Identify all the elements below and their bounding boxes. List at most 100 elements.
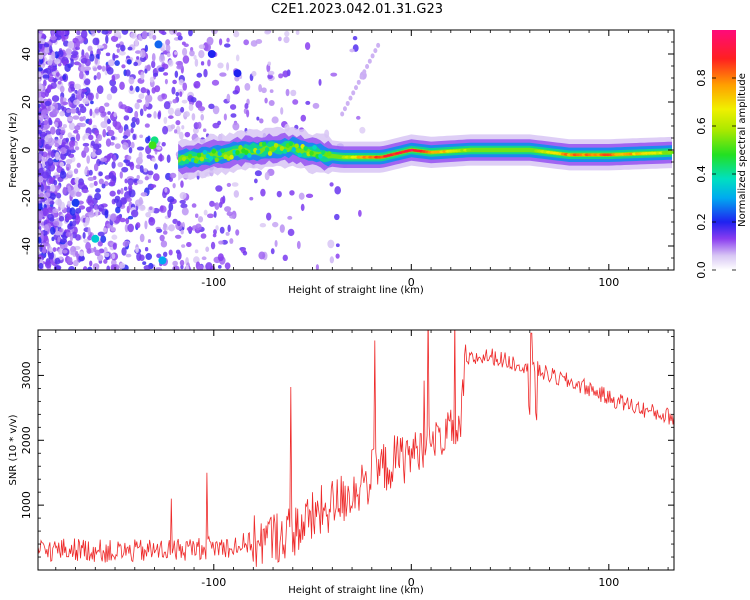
- noise-speck: [191, 113, 196, 121]
- signal-hotspot: [181, 156, 187, 162]
- x-tick-label: 100: [598, 576, 619, 589]
- noise-speck: [195, 80, 200, 87]
- noise-speck: [151, 87, 156, 94]
- noise-streak: [354, 85, 358, 91]
- noise-speck: [51, 30, 55, 36]
- noise-speck: [213, 210, 217, 218]
- noise-speck: [168, 224, 175, 232]
- noise-speck: [161, 93, 168, 100]
- noise-speck: [153, 111, 157, 119]
- noise-speck: [119, 44, 126, 52]
- noise-speck: [38, 163, 41, 170]
- noise-speck: [259, 222, 267, 228]
- noise-speck: [225, 231, 230, 236]
- noise-speck: [295, 30, 300, 35]
- noise-speck: [57, 80, 62, 85]
- noise-speck: [82, 217, 86, 223]
- noise-speck: [89, 108, 93, 117]
- noise-speck: [290, 89, 297, 97]
- noise-speck: [69, 220, 73, 227]
- noise-speck: [110, 226, 116, 232]
- noise-speck: [183, 111, 190, 118]
- noise-speck: [53, 264, 62, 270]
- noise-speck: [47, 59, 53, 66]
- noise-speck: [114, 60, 120, 66]
- noise-speck: [130, 121, 136, 129]
- noise-speck: [43, 43, 50, 48]
- noise-streak: [365, 63, 370, 69]
- signal-hotspot: [196, 152, 202, 158]
- noise-speck: [40, 184, 44, 192]
- noise-speck: [105, 138, 112, 147]
- noise-speck: [188, 30, 193, 37]
- noise-speck: [335, 253, 340, 259]
- noise-speck: [135, 50, 142, 54]
- noise-speck: [126, 197, 132, 202]
- noise-speck: [224, 206, 232, 212]
- noise-speck: [334, 213, 340, 221]
- noise-speck: [312, 102, 320, 109]
- noise-speck: [82, 231, 86, 239]
- noise-speck: [170, 124, 176, 130]
- noise-speck: [76, 162, 81, 168]
- noise-streak: [340, 111, 345, 117]
- noise-speck: [38, 249, 41, 255]
- noise-speck: [283, 36, 290, 44]
- noise-speck: [107, 59, 115, 67]
- noise-speck: [264, 30, 271, 35]
- noise-speck: [128, 189, 136, 198]
- noise-speck: [38, 30, 44, 34]
- noise-speck: [54, 257, 61, 265]
- noise-speck: [206, 36, 214, 46]
- noise-speck: [163, 251, 168, 258]
- noise-speck: [215, 225, 219, 231]
- noise-speck: [93, 204, 98, 211]
- noise-speck: [94, 192, 102, 201]
- noise-speck: [80, 30, 88, 39]
- noise-speck: [305, 100, 311, 105]
- noise-speck: [67, 170, 73, 175]
- noise-speck: [264, 171, 270, 181]
- noise-speck: [258, 251, 266, 260]
- noise-speck: [226, 211, 233, 217]
- noise-speck: [97, 231, 105, 237]
- noise-speck: [107, 129, 115, 137]
- noise-speck: [151, 60, 156, 69]
- noise-speck: [217, 265, 222, 269]
- noise-speck: [38, 103, 41, 109]
- noise-speck: [113, 30, 121, 38]
- signal-hotspot: [256, 149, 261, 155]
- noise-speck: [38, 96, 44, 103]
- snr-x-axis-label: Height of straight line (km): [288, 585, 424, 596]
- noise-speck: [82, 98, 90, 105]
- noise-speck: [85, 216, 90, 226]
- noise-speck: [51, 185, 56, 192]
- noise-speck: [202, 128, 207, 133]
- noise-speck: [95, 53, 100, 59]
- noise-streak: [370, 53, 375, 59]
- noise-speck: [203, 68, 208, 78]
- noise-speck: [95, 92, 99, 100]
- signal-hotspot: [208, 155, 214, 161]
- noise-speck: [176, 65, 183, 70]
- noise-speck: [197, 121, 202, 129]
- noise-speck: [135, 117, 140, 125]
- noise-speck: [300, 203, 305, 212]
- noise-speck: [260, 188, 266, 197]
- noise-speck: [182, 55, 190, 64]
- noise-speck: [235, 229, 240, 236]
- noise-speck: [121, 247, 127, 256]
- noise-speck: [180, 106, 185, 113]
- noise-speck: [90, 151, 96, 158]
- noise-speck: [119, 217, 126, 223]
- noise-speck: [51, 71, 56, 76]
- noise-speck: [164, 78, 168, 85]
- noise-speck: [38, 38, 46, 45]
- snr-frame: [37, 329, 675, 571]
- noise-speck: [264, 97, 268, 104]
- noise-speck: [38, 77, 41, 85]
- noise-speck: [60, 129, 66, 135]
- noise-speck: [38, 107, 42, 113]
- colorbar: 0.0 0.2 0.4 0.6 0.8 Normalized spectral ampl…: [695, 30, 748, 279]
- noise-speck: [40, 139, 45, 145]
